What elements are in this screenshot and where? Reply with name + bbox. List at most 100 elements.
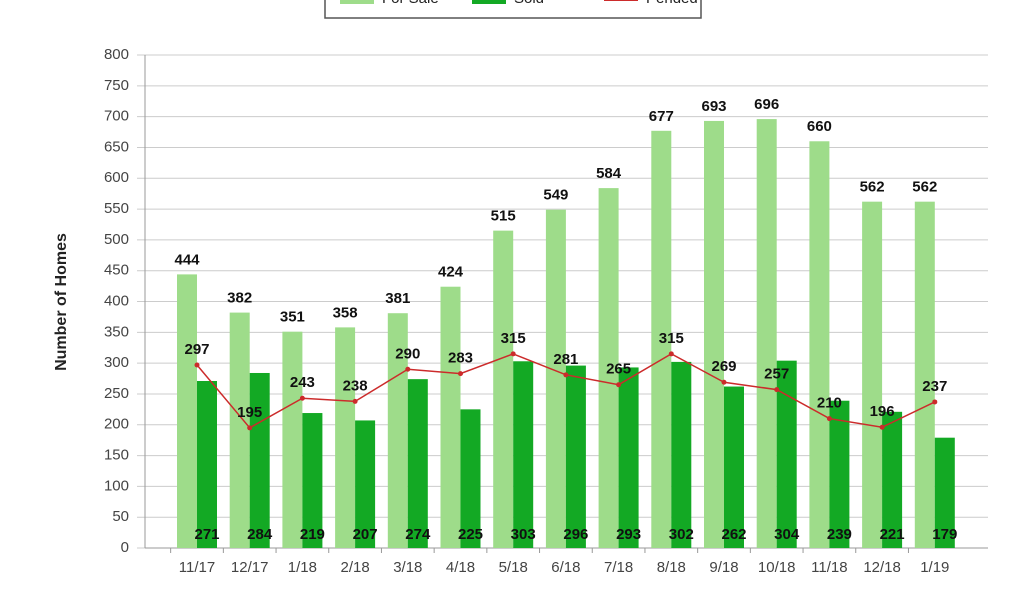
bar (249, 372, 270, 548)
data-label: 243 (290, 374, 315, 391)
bar (724, 386, 744, 548)
legend-swatch (472, 0, 506, 4)
line-point (458, 371, 463, 377)
data-label: 584 (596, 165, 622, 182)
y-tick-label: 150 (104, 447, 129, 464)
data-label: 179 (932, 526, 957, 543)
legend-label: For Sale (382, 0, 439, 7)
bar (493, 230, 514, 548)
line-point (247, 425, 253, 431)
x-tick-label: 12/17 (231, 559, 269, 576)
data-label: 257 (764, 366, 789, 383)
bar (460, 409, 481, 548)
data-label: 444 (174, 251, 200, 268)
bar (618, 367, 639, 548)
data-label: 315 (659, 330, 684, 347)
data-label: 196 (870, 403, 895, 420)
x-tick-label: 7/18 (604, 559, 633, 576)
data-label: 271 (194, 526, 219, 543)
y-tick-label: 50 (112, 508, 129, 525)
y-tick-label: 250 (104, 385, 129, 402)
x-tick-label: 12/18 (863, 559, 901, 576)
data-label: 562 (912, 179, 937, 196)
x-tick-label: 2/18 (340, 559, 369, 576)
data-label: 515 (491, 208, 516, 225)
data-label: 283 (448, 350, 473, 367)
x-tick-label: 1/19 (920, 559, 949, 576)
data-label: 303 (511, 526, 536, 543)
bar (934, 437, 955, 548)
y-tick-label: 500 (104, 231, 129, 248)
x-tick-label: 11/17 (179, 559, 215, 576)
data-label: 696 (754, 96, 779, 113)
y-tick-label: 0 (121, 539, 129, 556)
x-tick-label: 8/18 (657, 559, 686, 576)
legend-swatch (340, 0, 374, 4)
bar (882, 411, 903, 548)
data-label: 269 (711, 358, 736, 375)
line-point (616, 382, 622, 388)
bar (229, 312, 250, 548)
x-tick-label: 9/18 (709, 559, 738, 576)
data-label: 210 (817, 395, 842, 412)
legend-label: Sold (514, 0, 544, 7)
bar (355, 420, 376, 548)
data-label: 381 (385, 290, 410, 307)
data-label: 304 (774, 526, 800, 543)
data-label: 237 (922, 378, 947, 395)
data-label: 239 (827, 526, 852, 543)
bar (598, 188, 619, 549)
data-label: 358 (333, 304, 358, 321)
y-tick-label: 450 (104, 262, 129, 279)
y-tick-label: 550 (104, 200, 129, 217)
x-tick-label: 1/18 (288, 559, 317, 576)
bar (809, 141, 830, 548)
line-point (510, 351, 516, 357)
data-label: 290 (395, 345, 420, 362)
x-tick-label: 10/18 (758, 559, 796, 576)
line-point (299, 395, 305, 401)
bar (302, 413, 323, 548)
data-label: 262 (721, 526, 746, 543)
x-tick-label: 4/18 (446, 559, 475, 576)
bar (407, 379, 428, 548)
data-label: 315 (501, 330, 526, 347)
y-tick-label: 300 (104, 354, 129, 371)
bar (914, 201, 935, 549)
data-label: 302 (669, 526, 694, 543)
data-label: 225 (458, 526, 483, 543)
y-tick-label: 200 (104, 416, 129, 433)
data-label: 693 (701, 98, 726, 115)
y-tick-label: 400 (104, 292, 129, 309)
legend-box (324, 0, 702, 19)
data-label: 207 (353, 526, 378, 543)
data-label: 562 (860, 179, 885, 196)
line-point (932, 399, 938, 405)
line-point (826, 416, 832, 422)
x-tick-label: 5/18 (499, 559, 528, 576)
data-label: 221 (880, 526, 905, 543)
data-label: 677 (649, 108, 674, 125)
y-tick-label: 800 (104, 46, 129, 63)
y-tick-label: 100 (104, 477, 129, 494)
bar (704, 120, 724, 548)
line-point (194, 362, 200, 368)
bar (197, 380, 217, 548)
data-label: 660 (807, 118, 832, 135)
data-label: 284 (247, 526, 273, 543)
line-point (721, 379, 727, 385)
data-label: 281 (553, 351, 578, 368)
line-point (774, 387, 780, 393)
bar (282, 331, 303, 548)
bar (177, 274, 197, 548)
line-point (352, 398, 358, 404)
data-label: 293 (616, 526, 641, 543)
y-tick-label: 750 (104, 77, 129, 94)
line-point (563, 372, 569, 378)
bar (862, 201, 883, 549)
y-tick-label: 600 (104, 169, 129, 186)
legend-label: Pended (646, 0, 698, 7)
bar (776, 360, 797, 548)
data-label: 219 (300, 526, 325, 543)
